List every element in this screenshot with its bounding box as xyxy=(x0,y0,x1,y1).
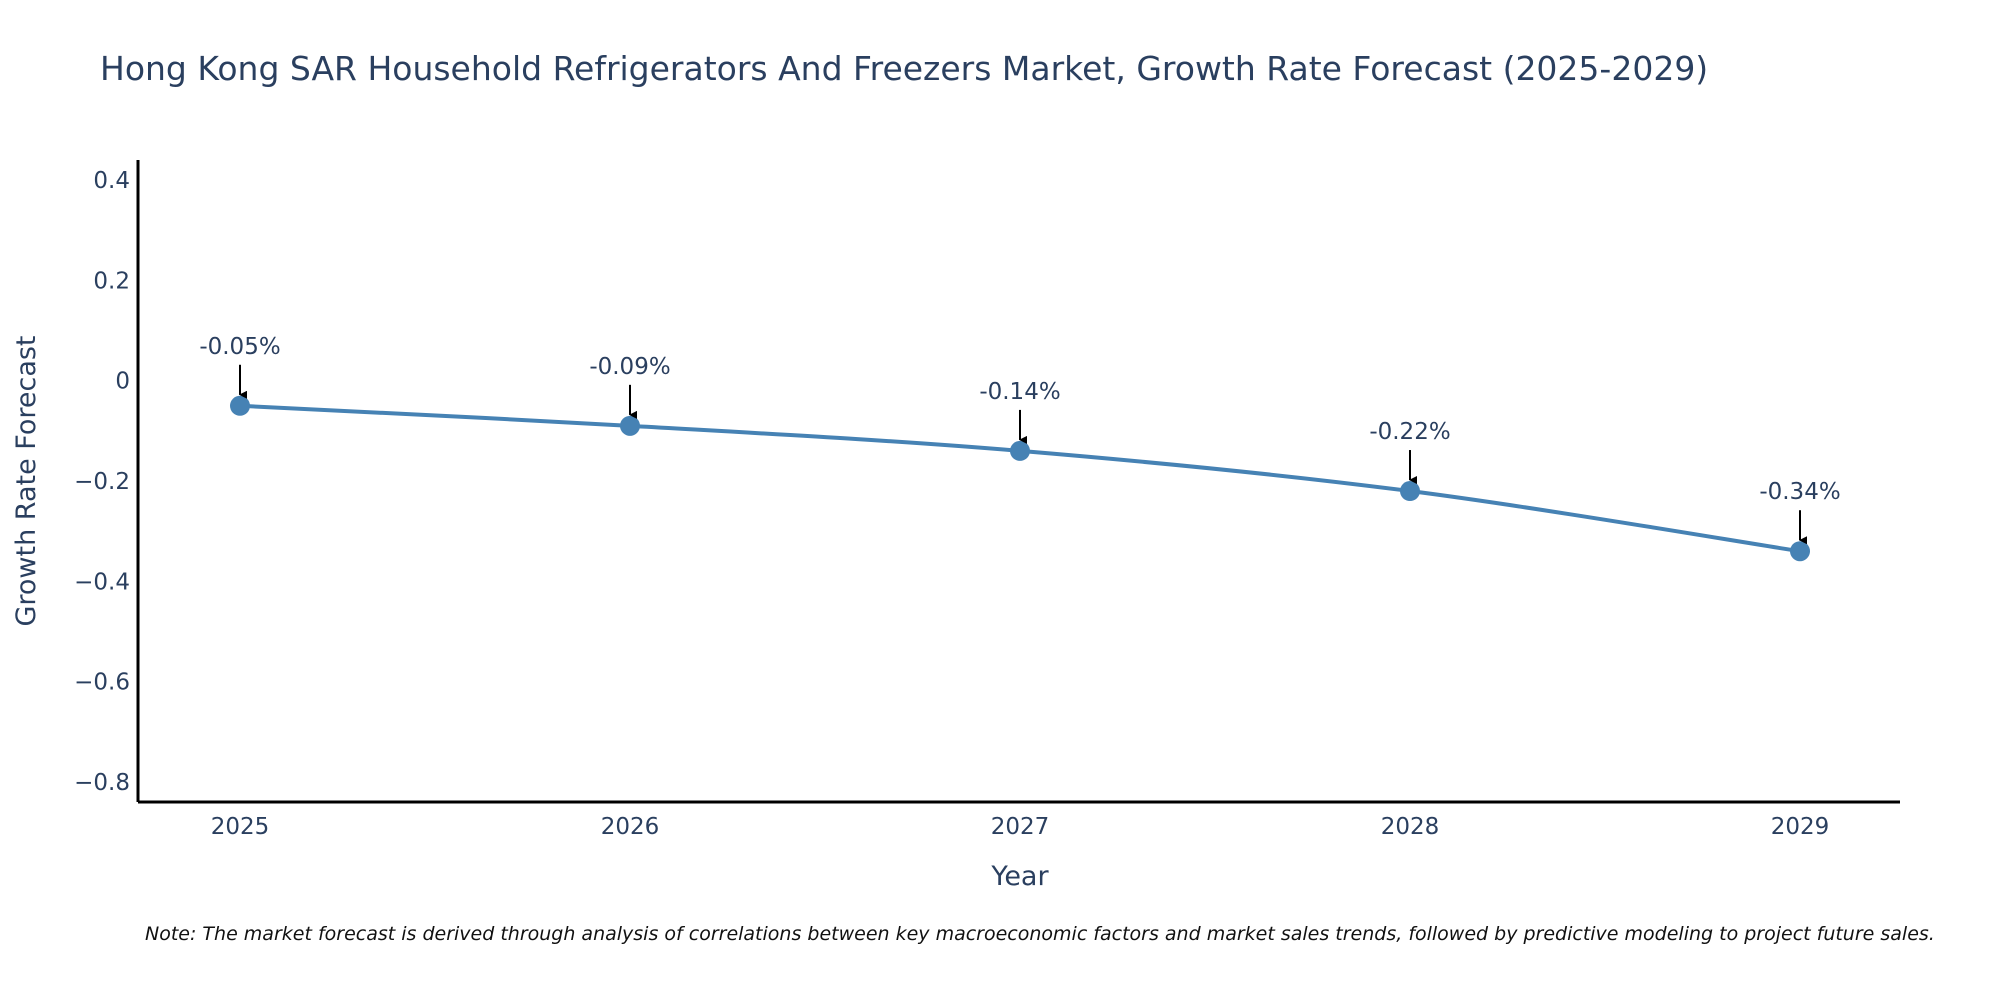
y-axis-ticks: 0.4 0.2 0 −0.2 −0.4 −0.6 −0.8 xyxy=(74,168,130,796)
x-tick-label: 2026 xyxy=(601,814,660,840)
data-point xyxy=(1400,481,1420,502)
y-axis-title: Growth Rate Forecast xyxy=(11,335,42,626)
y-tick-label: 0.4 xyxy=(93,168,130,194)
y-tick-label: −0.6 xyxy=(74,670,130,696)
x-tick-label: 2027 xyxy=(991,814,1050,840)
data-annotations: -0.05% -0.09% -0.14% -0.22% -0.34% xyxy=(199,334,1841,545)
x-tick-label: 2029 xyxy=(1771,814,1830,840)
data-point xyxy=(1010,440,1030,461)
data-label: -0.14% xyxy=(979,379,1060,405)
x-axis-title: Year xyxy=(990,861,1049,892)
y-tick-label: 0.2 xyxy=(93,268,130,294)
x-axis-ticks: 2025 2026 2027 2028 2029 xyxy=(211,814,1830,840)
y-tick-label: −0.2 xyxy=(74,469,130,495)
data-label: -0.34% xyxy=(1759,479,1840,505)
data-label: -0.09% xyxy=(589,354,670,380)
data-point xyxy=(1790,541,1810,562)
chart-title: Hong Kong SAR Household Refrigerators An… xyxy=(100,49,1708,88)
footnote: Note: The market forecast is derived thr… xyxy=(145,923,1935,945)
y-tick-label: −0.4 xyxy=(74,569,130,595)
data-point xyxy=(620,415,640,436)
y-tick-label: 0 xyxy=(115,369,130,395)
data-point xyxy=(230,395,250,416)
x-tick-label: 2025 xyxy=(211,814,270,840)
y-tick-label: −0.8 xyxy=(74,770,130,796)
data-label: -0.05% xyxy=(199,334,280,360)
x-tick-label: 2028 xyxy=(1381,814,1440,840)
series-line-group xyxy=(230,395,1810,562)
data-label: -0.22% xyxy=(1369,419,1450,445)
